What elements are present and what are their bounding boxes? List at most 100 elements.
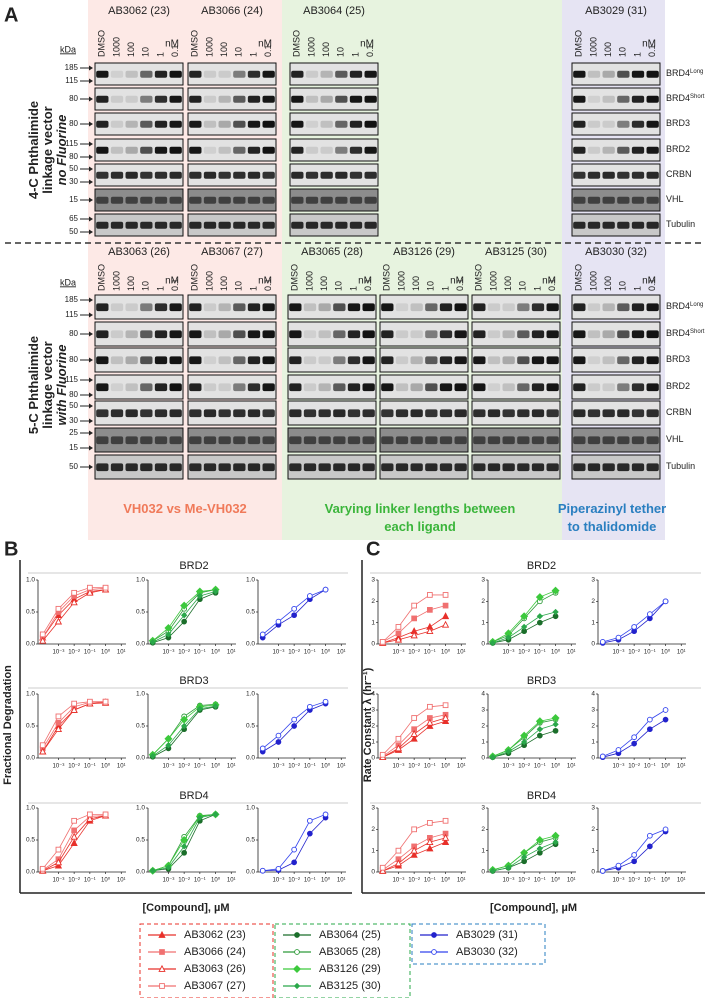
protein-name: BRD4 [666, 328, 690, 338]
x-tick-label: 10⁻³ [503, 764, 515, 770]
blot-band [140, 171, 153, 179]
blot-band [247, 146, 261, 154]
blot-band [154, 356, 168, 365]
y-tick-label: 0.5 [26, 609, 35, 616]
blot-band [587, 146, 601, 154]
blot-band [189, 171, 202, 179]
data-point [427, 820, 433, 826]
blot-band [154, 146, 168, 154]
data-point [441, 612, 450, 620]
blot [571, 138, 661, 162]
blot [471, 294, 561, 320]
kda-arrow-head [89, 312, 93, 318]
blot [187, 400, 277, 426]
x-tick-label: 10⁻² [178, 650, 190, 656]
blot-band [364, 221, 377, 229]
blot-band [335, 120, 348, 128]
blot-band [631, 356, 645, 365]
blot-band [573, 383, 586, 392]
protein-label: BRD2 [666, 144, 690, 154]
blot-band [410, 463, 423, 472]
legend-box [274, 923, 411, 998]
blot-band [395, 356, 409, 365]
blot-band [96, 330, 109, 339]
blot-band [602, 436, 615, 445]
blot-band [218, 436, 231, 445]
y-tick-label: 3 [481, 577, 485, 584]
blot-band [617, 146, 630, 154]
legend-box [139, 923, 274, 998]
blot-band [247, 383, 261, 392]
data-point [196, 814, 204, 821]
data-point [307, 703, 313, 710]
row-title: BRD3 [527, 675, 556, 687]
x-tick-label: 10⁰ [661, 763, 671, 770]
concentration-label: 0.1 [647, 44, 657, 57]
blot-band [262, 120, 275, 128]
blot [571, 454, 661, 480]
group-label-line: Piperazinyl tether [558, 501, 666, 516]
blot-band [247, 463, 261, 472]
blot [94, 87, 184, 111]
blot-band [487, 356, 501, 365]
blot-band [439, 330, 453, 339]
data-point [39, 747, 47, 755]
x-tick-label: 10⁻¹ [644, 764, 656, 770]
data-point [70, 832, 78, 840]
data-point [291, 716, 297, 723]
blot [379, 454, 469, 480]
data-point [552, 838, 559, 846]
data-point [599, 639, 606, 645]
concentration-label: DMSO [382, 264, 392, 291]
data-point [662, 598, 669, 605]
blot-band [381, 463, 394, 472]
x-tick-label: 10⁻³ [163, 650, 175, 656]
data-point [411, 602, 417, 609]
y-tick-label: 1.0 [246, 691, 255, 698]
x-tick-label: 10⁻³ [393, 878, 405, 884]
x-tick-label: 10⁻¹ [304, 650, 316, 656]
data-point [395, 630, 402, 637]
blot-band [573, 356, 586, 365]
y-tick-label: 4 [371, 691, 375, 698]
y-tick-label: 1.0 [246, 805, 255, 812]
data-point [54, 725, 63, 733]
y-tick-label: 1 [371, 739, 375, 746]
blot-band [140, 356, 153, 365]
blot-band [218, 330, 231, 339]
data-point [71, 589, 77, 596]
blot-band [189, 436, 202, 445]
data-point [394, 859, 403, 867]
blot-band [203, 196, 217, 204]
blot-band [320, 171, 333, 179]
blot-band [218, 356, 231, 365]
blot-band [140, 330, 153, 339]
concentration-label: DMSO [190, 30, 200, 57]
blot-band [439, 409, 453, 418]
blot-band [573, 146, 586, 154]
blot [379, 400, 469, 426]
blot-band [291, 221, 304, 229]
blot-band [333, 436, 346, 445]
blot-band [233, 221, 246, 229]
blot-band [546, 303, 559, 312]
row-label-line: linkage vector [40, 341, 55, 428]
blot [571, 188, 661, 212]
data-point [165, 742, 172, 749]
protein-label: BRD4Short [666, 93, 705, 103]
blot-band [517, 356, 530, 365]
row-title: BRD2 [527, 560, 556, 572]
blot-band [154, 436, 168, 445]
data-point [411, 826, 417, 833]
blot-band [262, 409, 275, 418]
x-tick-label: 10⁻³ [163, 878, 175, 884]
y-tick-label: 2 [481, 723, 485, 730]
blot-band [410, 436, 423, 445]
unit-label: nM [542, 276, 556, 287]
data-point [55, 605, 62, 612]
y-tick-label: 0.0 [26, 869, 35, 876]
blot [94, 188, 184, 212]
legend-marker [293, 982, 301, 990]
blot-band [125, 436, 138, 445]
protein-name: VHL [666, 434, 684, 444]
